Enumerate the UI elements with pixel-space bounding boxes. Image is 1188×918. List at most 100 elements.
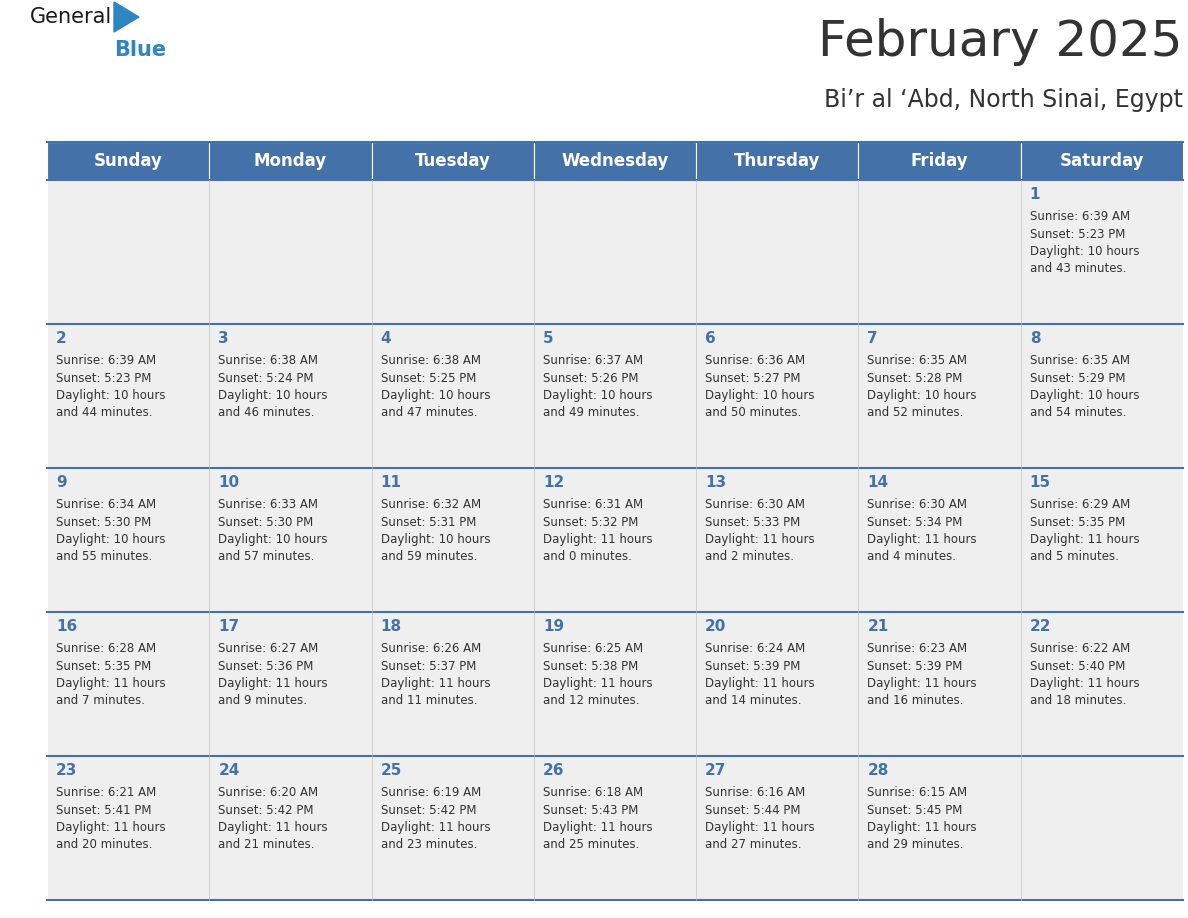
Text: 7: 7: [867, 331, 878, 346]
Text: Sunrise: 6:28 AM
Sunset: 5:35 PM
Daylight: 11 hours
and 7 minutes.: Sunrise: 6:28 AM Sunset: 5:35 PM Dayligh…: [56, 642, 165, 708]
Text: Thursday: Thursday: [734, 152, 821, 170]
Bar: [48, 756, 209, 900]
Bar: [859, 180, 1020, 324]
Text: Sunrise: 6:18 AM
Sunset: 5:43 PM
Daylight: 11 hours
and 25 minutes.: Sunrise: 6:18 AM Sunset: 5:43 PM Dayligh…: [543, 786, 652, 852]
Text: Sunrise: 6:33 AM
Sunset: 5:30 PM
Daylight: 10 hours
and 57 minutes.: Sunrise: 6:33 AM Sunset: 5:30 PM Dayligh…: [219, 498, 328, 564]
Bar: [209, 756, 372, 900]
Bar: [859, 468, 1020, 612]
Text: 20: 20: [706, 619, 727, 634]
Bar: [372, 324, 533, 468]
Bar: [372, 756, 533, 900]
Text: 5: 5: [543, 331, 554, 346]
Polygon shape: [114, 2, 139, 32]
Text: 22: 22: [1030, 619, 1051, 634]
Text: 6: 6: [706, 331, 716, 346]
Text: 24: 24: [219, 763, 240, 778]
Bar: [372, 142, 533, 180]
Bar: [48, 142, 209, 180]
Text: Sunrise: 6:22 AM
Sunset: 5:40 PM
Daylight: 11 hours
and 18 minutes.: Sunrise: 6:22 AM Sunset: 5:40 PM Dayligh…: [1030, 642, 1139, 708]
Bar: [372, 180, 533, 324]
Text: Tuesday: Tuesday: [415, 152, 491, 170]
Bar: [209, 180, 372, 324]
Text: Sunrise: 6:35 AM
Sunset: 5:28 PM
Daylight: 10 hours
and 52 minutes.: Sunrise: 6:35 AM Sunset: 5:28 PM Dayligh…: [867, 354, 977, 420]
Bar: [859, 142, 1020, 180]
Text: 11: 11: [380, 475, 402, 490]
Bar: [209, 142, 372, 180]
Bar: [859, 612, 1020, 756]
Text: 18: 18: [380, 619, 402, 634]
Bar: [209, 324, 372, 468]
Text: 28: 28: [867, 763, 889, 778]
Text: 14: 14: [867, 475, 889, 490]
Bar: [533, 142, 696, 180]
Bar: [372, 468, 533, 612]
Text: February 2025: February 2025: [819, 18, 1183, 66]
Text: 2: 2: [56, 331, 67, 346]
Text: Sunrise: 6:26 AM
Sunset: 5:37 PM
Daylight: 11 hours
and 11 minutes.: Sunrise: 6:26 AM Sunset: 5:37 PM Dayligh…: [380, 642, 491, 708]
Text: Sunrise: 6:24 AM
Sunset: 5:39 PM
Daylight: 11 hours
and 14 minutes.: Sunrise: 6:24 AM Sunset: 5:39 PM Dayligh…: [706, 642, 815, 708]
Text: Wednesday: Wednesday: [561, 152, 669, 170]
Text: Sunrise: 6:19 AM
Sunset: 5:42 PM
Daylight: 11 hours
and 23 minutes.: Sunrise: 6:19 AM Sunset: 5:42 PM Dayligh…: [380, 786, 491, 852]
Bar: [696, 612, 859, 756]
Text: 15: 15: [1030, 475, 1051, 490]
Bar: [209, 612, 372, 756]
Text: Sunrise: 6:31 AM
Sunset: 5:32 PM
Daylight: 11 hours
and 0 minutes.: Sunrise: 6:31 AM Sunset: 5:32 PM Dayligh…: [543, 498, 652, 564]
Bar: [533, 612, 696, 756]
Bar: [48, 612, 209, 756]
Bar: [48, 180, 209, 324]
Bar: [1020, 468, 1183, 612]
Text: Monday: Monday: [254, 152, 327, 170]
Text: Bi’r al ‘Abd, North Sinai, Egypt: Bi’r al ‘Abd, North Sinai, Egypt: [824, 88, 1183, 112]
Text: Sunrise: 6:38 AM
Sunset: 5:24 PM
Daylight: 10 hours
and 46 minutes.: Sunrise: 6:38 AM Sunset: 5:24 PM Dayligh…: [219, 354, 328, 420]
Bar: [372, 612, 533, 756]
Bar: [1020, 756, 1183, 900]
Text: Sunrise: 6:23 AM
Sunset: 5:39 PM
Daylight: 11 hours
and 16 minutes.: Sunrise: 6:23 AM Sunset: 5:39 PM Dayligh…: [867, 642, 977, 708]
Bar: [1020, 324, 1183, 468]
Bar: [696, 142, 859, 180]
Text: 1: 1: [1030, 187, 1041, 202]
Text: Sunrise: 6:34 AM
Sunset: 5:30 PM
Daylight: 10 hours
and 55 minutes.: Sunrise: 6:34 AM Sunset: 5:30 PM Dayligh…: [56, 498, 165, 564]
Bar: [1020, 612, 1183, 756]
Bar: [696, 468, 859, 612]
Text: Sunrise: 6:30 AM
Sunset: 5:34 PM
Daylight: 11 hours
and 4 minutes.: Sunrise: 6:30 AM Sunset: 5:34 PM Dayligh…: [867, 498, 977, 564]
Text: Sunrise: 6:15 AM
Sunset: 5:45 PM
Daylight: 11 hours
and 29 minutes.: Sunrise: 6:15 AM Sunset: 5:45 PM Dayligh…: [867, 786, 977, 852]
Text: Sunrise: 6:21 AM
Sunset: 5:41 PM
Daylight: 11 hours
and 20 minutes.: Sunrise: 6:21 AM Sunset: 5:41 PM Dayligh…: [56, 786, 165, 852]
Bar: [533, 324, 696, 468]
Text: 12: 12: [543, 475, 564, 490]
Text: 26: 26: [543, 763, 564, 778]
Text: Sunrise: 6:25 AM
Sunset: 5:38 PM
Daylight: 11 hours
and 12 minutes.: Sunrise: 6:25 AM Sunset: 5:38 PM Dayligh…: [543, 642, 652, 708]
Text: Sunrise: 6:27 AM
Sunset: 5:36 PM
Daylight: 11 hours
and 9 minutes.: Sunrise: 6:27 AM Sunset: 5:36 PM Dayligh…: [219, 642, 328, 708]
Bar: [859, 756, 1020, 900]
Text: 3: 3: [219, 331, 229, 346]
Text: Sunrise: 6:37 AM
Sunset: 5:26 PM
Daylight: 10 hours
and 49 minutes.: Sunrise: 6:37 AM Sunset: 5:26 PM Dayligh…: [543, 354, 652, 420]
Text: Sunrise: 6:29 AM
Sunset: 5:35 PM
Daylight: 11 hours
and 5 minutes.: Sunrise: 6:29 AM Sunset: 5:35 PM Dayligh…: [1030, 498, 1139, 564]
Text: Friday: Friday: [911, 152, 968, 170]
Bar: [696, 180, 859, 324]
Text: 25: 25: [380, 763, 402, 778]
Bar: [48, 468, 209, 612]
Text: Blue: Blue: [114, 40, 166, 60]
Text: Sunrise: 6:38 AM
Sunset: 5:25 PM
Daylight: 10 hours
and 47 minutes.: Sunrise: 6:38 AM Sunset: 5:25 PM Dayligh…: [380, 354, 491, 420]
Text: Sunday: Sunday: [94, 152, 163, 170]
Bar: [533, 756, 696, 900]
Bar: [1020, 142, 1183, 180]
Text: 17: 17: [219, 619, 240, 634]
Text: 13: 13: [706, 475, 726, 490]
Bar: [696, 756, 859, 900]
Bar: [859, 324, 1020, 468]
Text: 9: 9: [56, 475, 67, 490]
Text: Sunrise: 6:16 AM
Sunset: 5:44 PM
Daylight: 11 hours
and 27 minutes.: Sunrise: 6:16 AM Sunset: 5:44 PM Dayligh…: [706, 786, 815, 852]
Text: Sunrise: 6:39 AM
Sunset: 5:23 PM
Daylight: 10 hours
and 44 minutes.: Sunrise: 6:39 AM Sunset: 5:23 PM Dayligh…: [56, 354, 165, 420]
Text: 4: 4: [380, 331, 391, 346]
Text: Sunrise: 6:39 AM
Sunset: 5:23 PM
Daylight: 10 hours
and 43 minutes.: Sunrise: 6:39 AM Sunset: 5:23 PM Dayligh…: [1030, 210, 1139, 275]
Text: General: General: [30, 7, 112, 27]
Bar: [533, 468, 696, 612]
Bar: [533, 180, 696, 324]
Text: Sunrise: 6:32 AM
Sunset: 5:31 PM
Daylight: 10 hours
and 59 minutes.: Sunrise: 6:32 AM Sunset: 5:31 PM Dayligh…: [380, 498, 491, 564]
Bar: [48, 324, 209, 468]
Bar: [209, 468, 372, 612]
Text: 21: 21: [867, 619, 889, 634]
Text: Sunrise: 6:36 AM
Sunset: 5:27 PM
Daylight: 10 hours
and 50 minutes.: Sunrise: 6:36 AM Sunset: 5:27 PM Dayligh…: [706, 354, 815, 420]
Text: Sunrise: 6:30 AM
Sunset: 5:33 PM
Daylight: 11 hours
and 2 minutes.: Sunrise: 6:30 AM Sunset: 5:33 PM Dayligh…: [706, 498, 815, 564]
Text: Sunrise: 6:20 AM
Sunset: 5:42 PM
Daylight: 11 hours
and 21 minutes.: Sunrise: 6:20 AM Sunset: 5:42 PM Dayligh…: [219, 786, 328, 852]
